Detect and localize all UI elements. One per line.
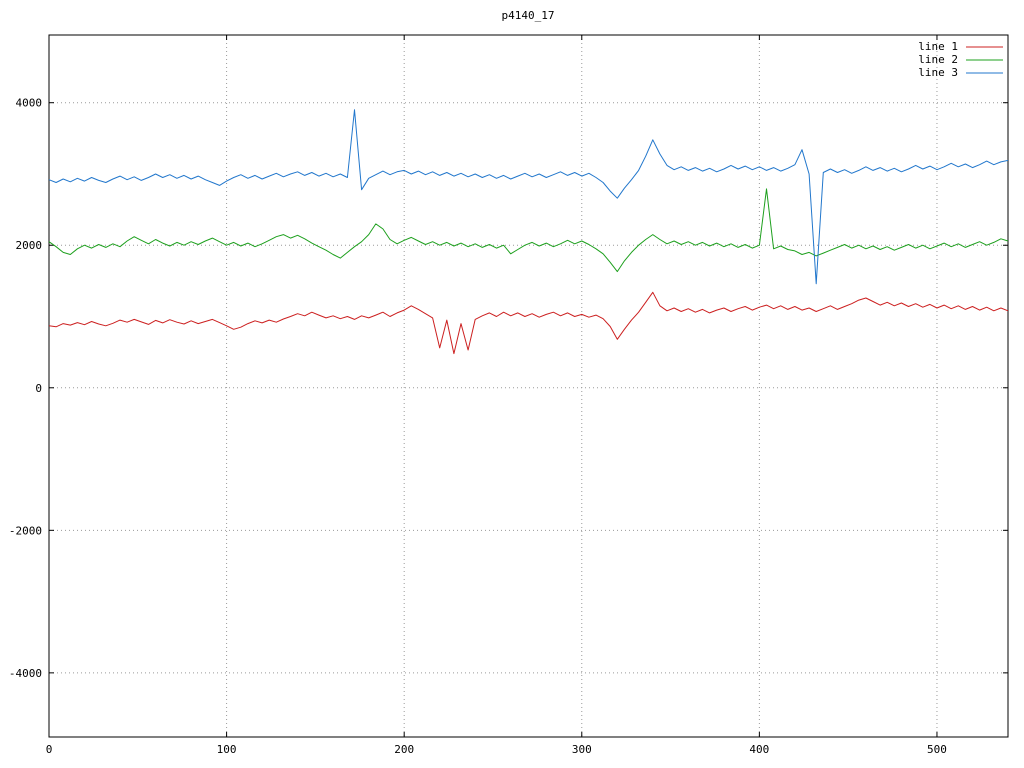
x-tick-label: 200 bbox=[394, 743, 414, 756]
chart-title: p4140_17 bbox=[502, 9, 555, 22]
series-line-3 bbox=[48, 109, 1009, 285]
x-tick-label: 300 bbox=[572, 743, 592, 756]
legend-label-line-3: line 3 bbox=[918, 66, 958, 79]
series-line-1 bbox=[48, 291, 1009, 355]
y-tick-label: 4000 bbox=[16, 97, 43, 110]
x-tick-label: 100 bbox=[217, 743, 237, 756]
plot-border bbox=[48, 34, 1009, 738]
legend-label-line-1: line 1 bbox=[918, 40, 958, 53]
y-tick-label: 0 bbox=[35, 382, 42, 395]
x-tick-label: 400 bbox=[749, 743, 769, 756]
x-tick-label: 500 bbox=[927, 743, 947, 756]
x-tick-label: 0 bbox=[46, 743, 53, 756]
y-tick-label: 2000 bbox=[16, 239, 43, 252]
legend-label-line-2: line 2 bbox=[918, 53, 958, 66]
y-tick-label: -2000 bbox=[9, 524, 42, 537]
series-line-2 bbox=[48, 188, 1009, 273]
y-tick-label: -4000 bbox=[9, 667, 42, 680]
